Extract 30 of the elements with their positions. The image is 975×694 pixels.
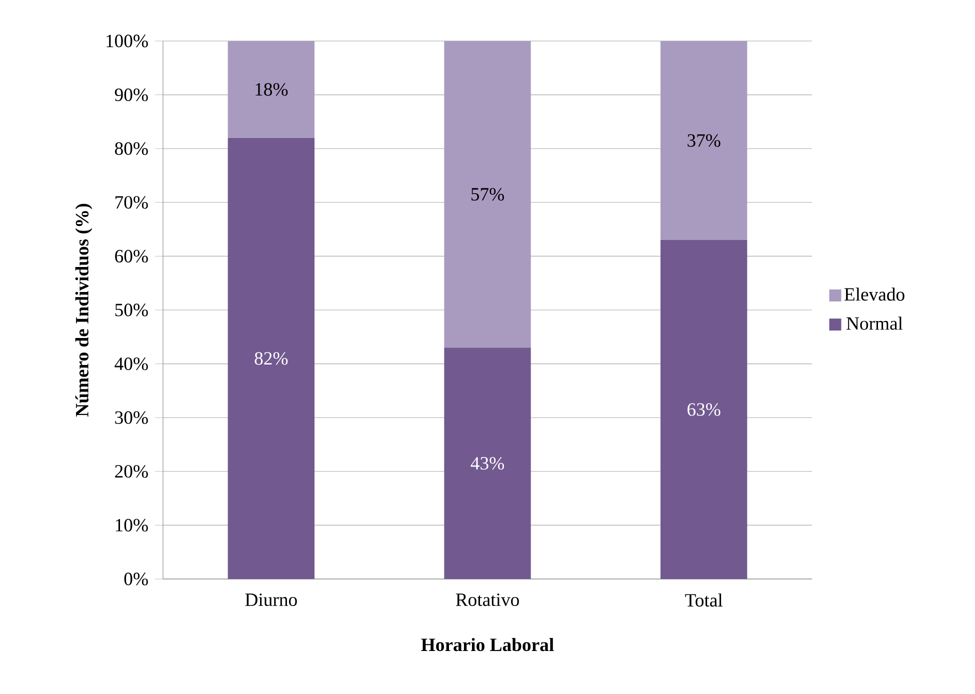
x-axis-title: Horario Laboral	[421, 638, 554, 652]
bar	[660, 41, 748, 240]
data-label: 82%	[254, 352, 288, 365]
x-tick-label: Diurno	[245, 593, 297, 606]
x-tick-label: Total	[685, 593, 723, 607]
y-tick-label: 60%	[115, 250, 148, 263]
bar	[444, 41, 531, 348]
bar	[228, 41, 315, 138]
y-tick-label: 80%	[115, 142, 148, 155]
data-label: 37%	[688, 134, 720, 147]
y-axis-title: Número de Individuos (%)	[75, 204, 92, 417]
y-tick-label: 70%	[116, 196, 148, 209]
legend-label: Elevado	[844, 288, 904, 301]
y-tick-label: 10%	[116, 518, 148, 532]
y-tick-label: 0%	[124, 572, 148, 586]
y-tick-label: 30%	[115, 411, 148, 424]
bar	[660, 240, 748, 579]
data-label: 43%	[470, 456, 504, 470]
bar	[228, 138, 315, 579]
data-label: 18%	[256, 83, 288, 96]
data-label: 57%	[471, 188, 504, 201]
y-tick-label: 50%	[115, 304, 148, 316]
y-tick-label: 90%	[114, 88, 148, 102]
legend-label: Normal	[846, 316, 903, 330]
x-tick-label: Rotativo	[456, 593, 519, 606]
y-tick-label: 20%	[115, 465, 148, 478]
data-label: 63%	[688, 403, 720, 416]
bar	[444, 348, 531, 579]
y-tick-label: 40%	[114, 357, 148, 370]
y-tick-label: 100%	[106, 34, 148, 48]
